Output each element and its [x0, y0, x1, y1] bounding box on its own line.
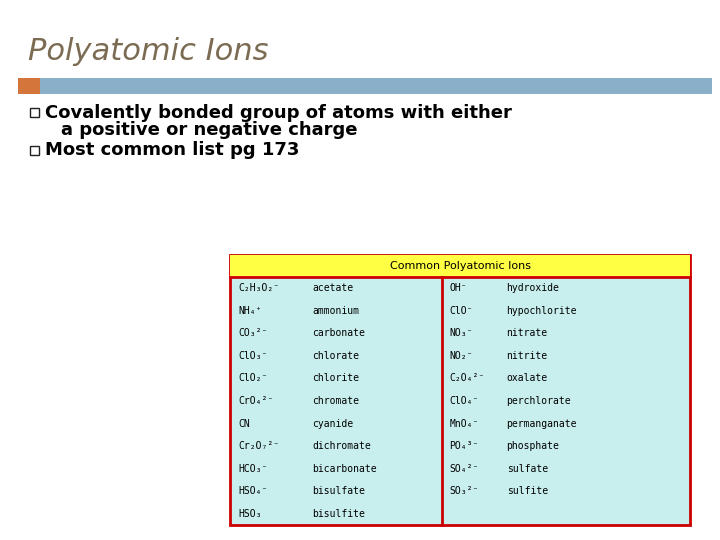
Text: CN: CN [238, 418, 250, 429]
Text: ClO⁻: ClO⁻ [449, 306, 473, 316]
Text: phosphate: phosphate [507, 441, 559, 451]
Text: CrO₄²⁻: CrO₄²⁻ [238, 396, 274, 406]
Text: PO₄³⁻: PO₄³⁻ [449, 441, 479, 451]
Text: Cr₂O₇²⁻: Cr₂O₇²⁻ [238, 441, 279, 451]
Text: perchlorate: perchlorate [507, 396, 571, 406]
Bar [230, 255, 690, 525]
Text: Most common list pg 173: Most common list pg 173 [45, 141, 300, 159]
Text: permanganate: permanganate [507, 418, 577, 429]
Text: NO₃⁻: NO₃⁻ [449, 328, 473, 339]
Text: ClO₄⁻: ClO₄⁻ [449, 396, 479, 406]
Text: SO₃²⁻: SO₃²⁻ [449, 486, 479, 496]
Text: OH⁻: OH⁻ [449, 284, 467, 293]
Text: C₂O₄²⁻: C₂O₄²⁻ [449, 374, 485, 383]
Text: HSO₃: HSO₃ [238, 509, 261, 519]
Text: bicarbonate: bicarbonate [312, 464, 377, 474]
Bar [40, 78, 712, 94]
Text: bisulfite: bisulfite [312, 509, 365, 519]
Text: Covalently bonded group of atoms with either: Covalently bonded group of atoms with ei… [45, 104, 512, 122]
Text: MnO₄⁻: MnO₄⁻ [449, 418, 479, 429]
Text: bisulfate: bisulfate [312, 486, 365, 496]
Text: sulfate: sulfate [507, 464, 548, 474]
Bar [18, 78, 40, 94]
Text: cyanide: cyanide [312, 418, 353, 429]
Text: a positive or negative charge: a positive or negative charge [61, 121, 358, 139]
Bar [230, 255, 690, 277]
Bar [30, 146, 39, 154]
Text: HCO₃⁻: HCO₃⁻ [238, 464, 267, 474]
Text: hydroxide: hydroxide [507, 284, 559, 293]
Text: chlorate: chlorate [312, 351, 359, 361]
Text: sulfite: sulfite [507, 486, 548, 496]
Text: NO₂⁻: NO₂⁻ [449, 351, 473, 361]
Text: dichromate: dichromate [312, 441, 371, 451]
Text: hypochlorite: hypochlorite [507, 306, 577, 316]
Text: ClO₃⁻: ClO₃⁻ [238, 351, 267, 361]
Text: ammonium: ammonium [312, 306, 359, 316]
Text: C₂H₃O₂⁻: C₂H₃O₂⁻ [238, 284, 279, 293]
Text: oxalate: oxalate [507, 374, 548, 383]
Text: NH₄⁺: NH₄⁺ [238, 306, 261, 316]
Text: Polyatomic Ions: Polyatomic Ions [28, 37, 269, 66]
Bar [30, 108, 39, 117]
Text: carbonate: carbonate [312, 328, 365, 339]
Text: chlorite: chlorite [312, 374, 359, 383]
Text: ClO₂⁻: ClO₂⁻ [238, 374, 267, 383]
Text: nitrate: nitrate [507, 328, 548, 339]
Text: SO₄²⁻: SO₄²⁻ [449, 464, 479, 474]
Text: nitrite: nitrite [507, 351, 548, 361]
Text: Common Polyatomic Ions: Common Polyatomic Ions [390, 261, 531, 271]
Text: HSO₄⁻: HSO₄⁻ [238, 486, 267, 496]
Text: acetate: acetate [312, 284, 353, 293]
Text: CO₃²⁻: CO₃²⁻ [238, 328, 267, 339]
Text: chromate: chromate [312, 396, 359, 406]
